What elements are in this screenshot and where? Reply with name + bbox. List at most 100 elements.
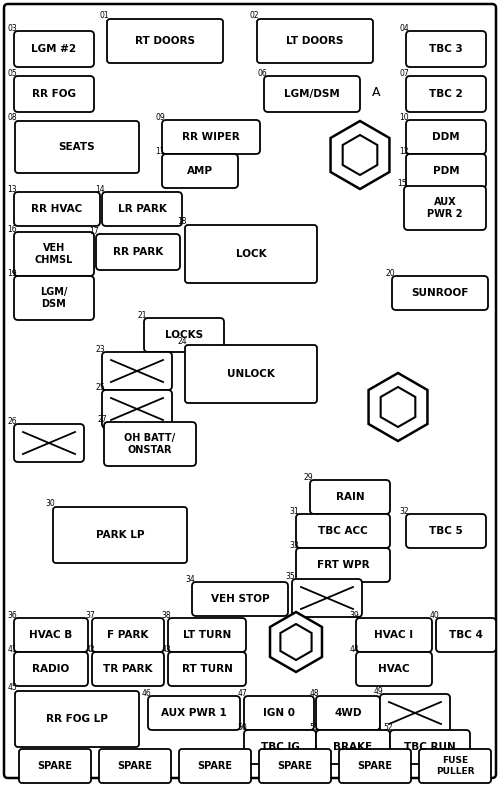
Text: HVAC: HVAC (378, 664, 410, 674)
FancyBboxPatch shape (14, 76, 94, 112)
FancyBboxPatch shape (4, 4, 496, 778)
Text: TBC IG: TBC IG (260, 742, 300, 752)
Text: 17: 17 (90, 227, 99, 236)
Text: SPARE: SPARE (118, 761, 152, 771)
Text: TBC 3: TBC 3 (429, 44, 463, 54)
Text: FRT WPR: FRT WPR (316, 560, 370, 570)
Text: FUSE
PULLER: FUSE PULLER (436, 756, 474, 775)
Text: RR HVAC: RR HVAC (32, 204, 82, 214)
Text: 32: 32 (400, 507, 409, 516)
Text: 13: 13 (8, 185, 17, 194)
Text: 50: 50 (238, 723, 247, 732)
FancyBboxPatch shape (162, 154, 238, 188)
Text: 23: 23 (96, 345, 105, 354)
Text: 03: 03 (7, 24, 17, 33)
Text: 31: 31 (290, 507, 299, 516)
Text: 44: 44 (349, 645, 359, 654)
FancyBboxPatch shape (406, 120, 486, 154)
FancyBboxPatch shape (14, 652, 88, 686)
FancyBboxPatch shape (168, 618, 246, 652)
Text: 24: 24 (178, 337, 187, 346)
FancyBboxPatch shape (19, 749, 91, 783)
Text: 42: 42 (86, 645, 95, 654)
Text: PDM: PDM (432, 166, 460, 176)
Text: SEATS: SEATS (58, 142, 96, 152)
FancyBboxPatch shape (310, 480, 390, 514)
FancyBboxPatch shape (390, 730, 470, 764)
Text: 51: 51 (310, 723, 319, 732)
Text: TBC RUN: TBC RUN (404, 742, 456, 752)
Polygon shape (342, 135, 378, 175)
FancyBboxPatch shape (392, 276, 488, 310)
Text: OH BATT/
ONSTAR: OH BATT/ ONSTAR (124, 433, 176, 455)
Text: VEH STOP: VEH STOP (210, 594, 270, 604)
FancyBboxPatch shape (107, 19, 223, 63)
Text: 25: 25 (96, 383, 105, 392)
Text: FuseDiag.info: FuseDiag.info (302, 696, 378, 724)
FancyBboxPatch shape (380, 694, 450, 732)
FancyBboxPatch shape (96, 234, 180, 270)
FancyBboxPatch shape (259, 749, 331, 783)
FancyBboxPatch shape (316, 730, 390, 764)
Text: LGM #2: LGM #2 (32, 44, 76, 54)
Text: RR FOG: RR FOG (32, 89, 76, 99)
Text: SUNROOF: SUNROOF (412, 288, 469, 298)
FancyBboxPatch shape (162, 120, 260, 154)
Text: RR WIPER: RR WIPER (182, 132, 240, 142)
FancyBboxPatch shape (92, 618, 164, 652)
Text: 06: 06 (257, 69, 267, 78)
FancyBboxPatch shape (102, 192, 182, 226)
Text: F PARK: F PARK (108, 630, 148, 640)
Text: A: A (372, 87, 380, 100)
FancyBboxPatch shape (406, 31, 486, 67)
Text: RT DOORS: RT DOORS (135, 36, 195, 46)
Text: 49: 49 (373, 687, 383, 696)
FancyBboxPatch shape (296, 514, 390, 548)
Text: LOCK: LOCK (236, 249, 266, 259)
FancyBboxPatch shape (356, 652, 432, 686)
Text: 34: 34 (185, 575, 195, 584)
FancyBboxPatch shape (316, 696, 380, 730)
Text: 46: 46 (142, 689, 151, 698)
Text: HVAC I: HVAC I (374, 630, 414, 640)
Text: 05: 05 (7, 69, 17, 78)
Text: 10: 10 (400, 113, 409, 122)
FancyBboxPatch shape (104, 422, 196, 466)
Text: HVAC B: HVAC B (30, 630, 72, 640)
Text: TR PARK: TR PARK (104, 664, 153, 674)
Text: DDM: DDM (432, 132, 460, 142)
Text: 19: 19 (8, 269, 17, 278)
Text: RADIO: RADIO (32, 664, 70, 674)
Text: PARK LP: PARK LP (96, 530, 144, 540)
Text: AMP: AMP (187, 166, 213, 176)
Text: RR PARK: RR PARK (113, 247, 163, 257)
FancyBboxPatch shape (14, 232, 94, 276)
FancyBboxPatch shape (168, 652, 246, 686)
FancyBboxPatch shape (356, 618, 432, 652)
FancyBboxPatch shape (192, 582, 288, 616)
Text: BRAKE: BRAKE (334, 742, 372, 752)
Text: VEH
CHMSL: VEH CHMSL (35, 244, 73, 264)
Text: 15: 15 (398, 179, 407, 188)
Text: 14: 14 (96, 185, 105, 194)
Text: 08: 08 (8, 113, 17, 122)
Text: LT DOORS: LT DOORS (286, 36, 344, 46)
Text: 41: 41 (8, 645, 17, 654)
Text: 39: 39 (349, 611, 359, 620)
FancyBboxPatch shape (406, 514, 486, 548)
Text: 47: 47 (238, 689, 247, 698)
Text: LGM/DSM: LGM/DSM (284, 89, 340, 99)
Polygon shape (380, 387, 416, 427)
FancyBboxPatch shape (264, 76, 360, 112)
FancyBboxPatch shape (92, 652, 164, 686)
FancyBboxPatch shape (15, 691, 139, 747)
Polygon shape (368, 373, 428, 441)
Text: IGN 0: IGN 0 (263, 708, 295, 718)
Text: 37: 37 (85, 611, 95, 620)
Text: 48: 48 (310, 689, 319, 698)
Text: 11: 11 (156, 147, 165, 156)
Text: RAIN: RAIN (336, 492, 364, 502)
FancyBboxPatch shape (244, 696, 314, 730)
FancyBboxPatch shape (14, 424, 84, 462)
FancyBboxPatch shape (14, 618, 88, 652)
